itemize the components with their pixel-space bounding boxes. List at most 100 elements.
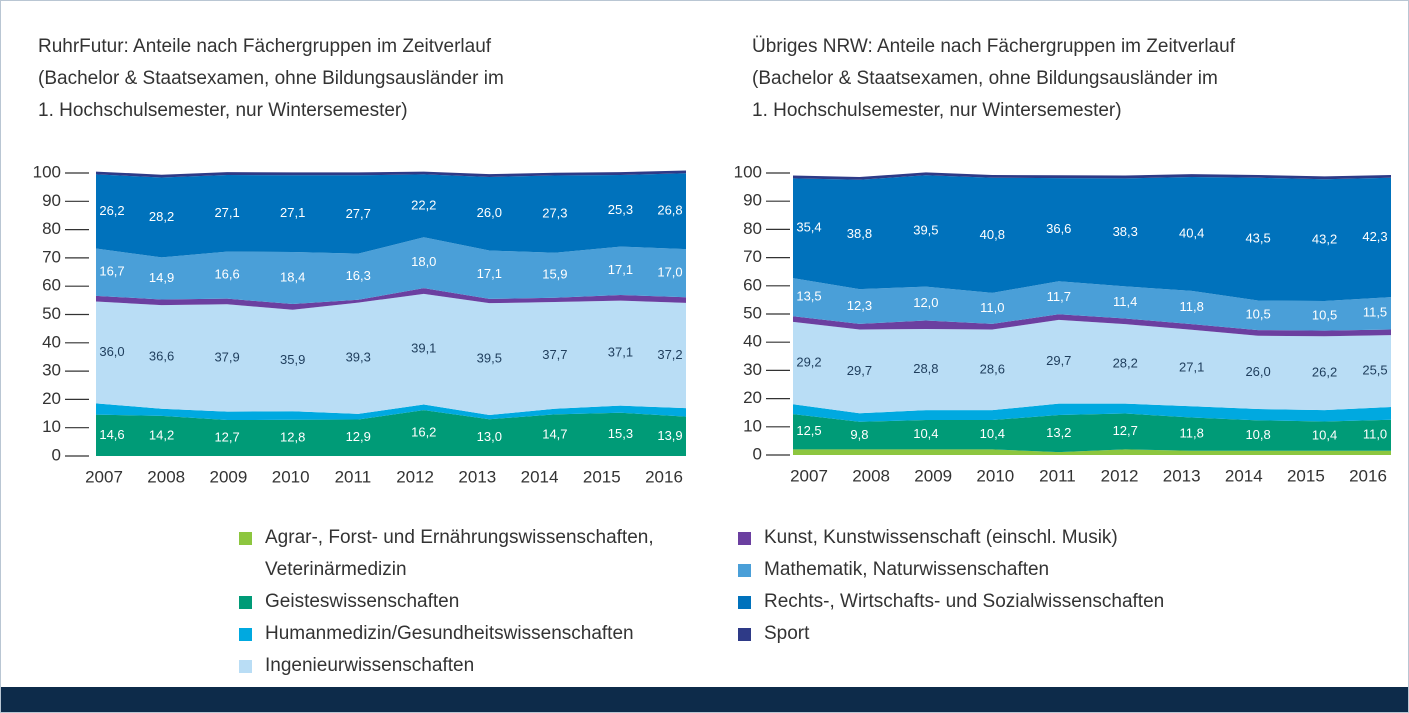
legend-label: Ingenieurwissenschaften [265, 655, 475, 676]
x-tick-label: 2010 [976, 466, 1014, 485]
value-label: 11,8 [1179, 426, 1203, 441]
area [793, 314, 1391, 337]
y-tick-label: 30 [42, 361, 61, 380]
value-label: 26,2 [1312, 365, 1337, 380]
value-label: 18,4 [280, 269, 305, 284]
value-label: 43,5 [1245, 231, 1270, 246]
legend-label: Humanmedizin/Gesundheitswissenschaften [265, 623, 634, 644]
value-label: 12,9 [346, 429, 371, 444]
value-label: 36,6 [149, 348, 174, 363]
value-label: 39,5 [913, 222, 938, 237]
value-label: 28,2 [1113, 355, 1138, 370]
y-tick-label: 40 [743, 332, 762, 351]
legend-swatch [239, 596, 252, 609]
x-tick-label: 2009 [914, 466, 952, 485]
chart-subtitle: (Bachelor & Staatsexamen, ohne Bildungsa… [752, 68, 1218, 89]
y-tick-label: 100 [33, 162, 61, 181]
area [793, 175, 1391, 302]
y-tick-label: 90 [743, 191, 762, 210]
x-tick-label: 2010 [272, 467, 310, 486]
legend-swatch [738, 596, 751, 609]
x-tick-label: 2013 [458, 467, 496, 486]
value-label: 14,7 [542, 427, 567, 442]
value-label: 28,2 [149, 209, 174, 224]
value-label: 27,1 [1179, 359, 1204, 374]
value-label: 29,2 [796, 355, 821, 370]
value-label: 37,7 [542, 347, 567, 362]
value-label: 16,2 [411, 425, 436, 440]
value-label: 29,7 [847, 363, 872, 378]
chart-subtitle: (Bachelor & Staatsexamen, ohne Bildungsa… [38, 68, 504, 89]
y-tick-label: 100 [734, 162, 762, 181]
value-label: 10,5 [1245, 307, 1270, 322]
x-tick-label: 2016 [1349, 466, 1387, 485]
x-tick-label: 2014 [521, 467, 559, 486]
legend-swatch [738, 564, 751, 577]
value-label: 40,8 [980, 227, 1005, 242]
y-tick-label: 60 [743, 275, 762, 294]
legend-swatch [738, 532, 751, 545]
value-label: 13,0 [477, 429, 502, 444]
value-label: 12,7 [214, 429, 239, 444]
value-label: 12,3 [847, 298, 872, 313]
value-label: 12,7 [1113, 423, 1138, 438]
value-label: 22,2 [411, 197, 436, 212]
value-label: 10,8 [1245, 427, 1270, 442]
value-label: 26,0 [477, 205, 502, 220]
legend-label: Kunst, Kunstwissenschaft (einschl. Musik… [764, 527, 1118, 548]
x-tick-label: 2008 [852, 466, 890, 485]
value-label: 13,9 [657, 428, 682, 443]
y-tick-label: 80 [743, 219, 762, 238]
x-tick-label: 2015 [1287, 466, 1325, 485]
x-tick-label: 2007 [790, 466, 828, 485]
value-label: 17,1 [477, 266, 502, 281]
value-label: 37,9 [214, 349, 239, 364]
chart-title: Übriges NRW: Anteile nach Fächergruppen … [752, 36, 1236, 57]
legend-item: Kunst, Kunstwissenschaft (einschl. Musik… [738, 522, 1214, 554]
legend-item: Geisteswissenschaften [239, 586, 715, 618]
legend-item: Rechts-, Wirtschafts- und Sozialwissensc… [738, 586, 1214, 618]
value-label: 14,2 [149, 427, 174, 442]
legend-item: Humanmedizin/Gesundheitswissenschaften [239, 618, 715, 650]
value-label: 18,0 [411, 254, 436, 269]
value-label: 39,1 [411, 341, 436, 356]
value-label: 28,6 [980, 361, 1005, 376]
y-tick-label: 30 [743, 360, 762, 379]
area [96, 237, 686, 305]
value-label: 10,4 [1312, 428, 1337, 443]
y-tick-label: 80 [42, 219, 61, 238]
value-label: 39,5 [477, 351, 502, 366]
area [793, 278, 1391, 331]
x-tick-label: 2014 [1225, 466, 1263, 485]
y-tick-label: 10 [42, 417, 61, 436]
x-tick-label: 2013 [1163, 466, 1201, 485]
value-label: 25,5 [1362, 363, 1387, 378]
value-label: 12,8 [280, 429, 305, 444]
legend-item: Sport [738, 618, 1214, 650]
area [96, 173, 686, 258]
value-label: 9,8 [850, 427, 868, 442]
legend-item: Ingenieurwissenschaften [239, 650, 715, 682]
value-label: 11,0 [1363, 427, 1387, 442]
area [793, 172, 1391, 180]
x-tick-label: 2016 [645, 467, 683, 486]
legend-label: Agrar-, Forst- und Ernährungswissenschaf… [265, 527, 654, 580]
y-tick-label: 60 [42, 276, 61, 295]
value-label: 26,0 [1245, 364, 1270, 379]
y-tick-label: 50 [743, 303, 762, 322]
value-label: 15,3 [608, 426, 633, 441]
area [793, 319, 1391, 414]
value-label: 29,7 [1046, 353, 1071, 368]
value-label: 15,9 [542, 267, 567, 282]
value-label: 27,1 [280, 205, 305, 220]
legend-item: Agrar-, Forst- und Ernährungswissenschaf… [239, 522, 715, 586]
value-label: 16,7 [99, 264, 124, 279]
value-label: 27,7 [346, 206, 371, 221]
y-tick-label: 20 [743, 388, 762, 407]
value-label: 16,6 [214, 267, 239, 282]
y-tick-label: 0 [753, 444, 762, 463]
legend-label: Sport [764, 623, 810, 644]
value-label: 17,1 [608, 262, 633, 277]
legend-swatch [239, 628, 252, 641]
